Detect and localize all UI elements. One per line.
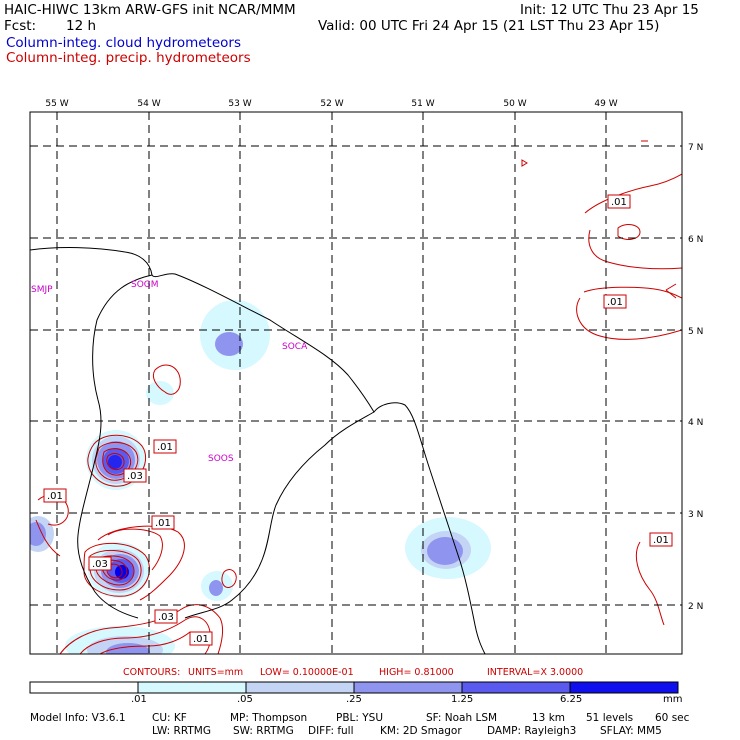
lon-label: 53 W bbox=[228, 99, 251, 109]
valid-time: Valid: 00 UTC Fri 24 Apr 15 (21 LST Thu … bbox=[318, 18, 660, 34]
station-labels: SMJP SOGM SOCA SOOS bbox=[31, 280, 308, 464]
init-time: Init: 12 UTC Thu 23 Apr 15 bbox=[520, 2, 699, 18]
footer-pbl: PBL: YSU bbox=[336, 712, 384, 724]
model-title: HAIC-HIWC 13km ARW-GFS init NCAR/MMM bbox=[4, 2, 296, 18]
lat-label: 6 N bbox=[688, 235, 703, 245]
station-smjp: SMJP bbox=[31, 285, 53, 295]
contour-label: .01 bbox=[607, 194, 631, 209]
map-border bbox=[29, 111, 683, 655]
contour-label: .01 bbox=[43, 488, 67, 503]
longitude-labels: 55 W 54 W 53 W 52 W 51 W 50 W 49 W bbox=[45, 99, 617, 109]
svg-text:.01: .01 bbox=[607, 297, 623, 308]
lat-label: 7 N bbox=[688, 143, 703, 153]
lon-label: 50 W bbox=[503, 99, 526, 109]
lat-label: 5 N bbox=[688, 327, 703, 337]
footer-sw: SW: RRTMG bbox=[233, 725, 294, 737]
station-sogm: SOGM bbox=[131, 280, 159, 290]
contour-label: .01 bbox=[189, 631, 213, 646]
footer-km: KM: 2D Smagor bbox=[380, 725, 462, 737]
colorbar-tick: 6.25 bbox=[560, 694, 583, 705]
lat-label: 4 N bbox=[688, 418, 703, 428]
coastline bbox=[30, 247, 486, 654]
svg-text:.01: .01 bbox=[611, 197, 627, 208]
forecast-label: Fcst: bbox=[4, 18, 37, 34]
colorbar bbox=[29, 681, 679, 694]
svg-text:.03: .03 bbox=[158, 612, 174, 623]
footer-lw: LW: RRTMG bbox=[152, 725, 211, 737]
contours-note-interval: INTERVAL=X 3.0000 bbox=[487, 667, 584, 678]
footer-damp: DAMP: Rayleigh3 bbox=[487, 725, 577, 737]
footer-resolution: 13 km bbox=[532, 712, 566, 724]
footer-mp: MP: Thompson bbox=[230, 712, 308, 724]
svg-text:.01: .01 bbox=[653, 535, 669, 546]
contour-label: .01 bbox=[603, 294, 627, 309]
lat-lon-grid bbox=[30, 112, 682, 654]
legend-precip: Column-integ. precip. hydrometeors bbox=[6, 50, 251, 66]
lat-label: 3 N bbox=[688, 510, 703, 520]
contours-note-low: LOW= 0.10000E-01 bbox=[260, 667, 354, 678]
lon-label: 54 W bbox=[137, 99, 160, 109]
svg-text:.03: .03 bbox=[127, 471, 143, 482]
colorbar-tick: .25 bbox=[346, 694, 362, 705]
station-soos: SOOS bbox=[208, 454, 234, 464]
contours-note-high: HIGH= 0.81000 bbox=[379, 667, 454, 678]
precip-contours bbox=[35, 140, 682, 654]
contour-label: .03 bbox=[154, 609, 178, 624]
lon-label: 51 W bbox=[411, 99, 434, 109]
station-soca: SOCA bbox=[282, 342, 308, 352]
contour-label: .03 bbox=[123, 468, 147, 483]
lon-label: 49 W bbox=[594, 99, 617, 109]
contours-note-units: UNITS=mm bbox=[188, 667, 244, 678]
colorbar-tick: 1.25 bbox=[451, 694, 474, 705]
lon-label: 52 W bbox=[320, 99, 343, 109]
colorbar-unit: mm bbox=[663, 694, 683, 705]
colorbar-tick: .05 bbox=[237, 694, 253, 705]
lon-label: 55 W bbox=[45, 99, 68, 109]
lat-label: 2 N bbox=[688, 602, 703, 612]
latitude-labels: 7 N 6 N 5 N 4 N 3 N 2 N bbox=[688, 143, 703, 612]
footer-levels: 51 levels bbox=[586, 712, 634, 724]
svg-text:.01: .01 bbox=[47, 491, 63, 502]
forecast-hour: 12 h bbox=[66, 18, 97, 34]
footer-model-version: Model Info: V3.6.1 bbox=[30, 712, 126, 724]
svg-text:.01: .01 bbox=[193, 634, 209, 645]
svg-text:.03: .03 bbox=[92, 559, 108, 570]
footer-cu: CU: KF bbox=[152, 712, 187, 724]
svg-text:.01: .01 bbox=[157, 442, 173, 453]
legend-cloud: Column-integ. cloud hydrometeors bbox=[6, 35, 242, 51]
footer-diff: DIFF: full bbox=[308, 725, 354, 737]
contour-label: .01 bbox=[649, 532, 673, 547]
contour-label: .01 bbox=[151, 515, 175, 530]
contours-note-label: CONTOURS: bbox=[123, 667, 181, 678]
footer-sflay: SFLAY: MM5 bbox=[600, 725, 662, 737]
footer-timestep: 60 sec bbox=[655, 712, 690, 724]
contour-value-labels: .01 .01 .03 .01 .01 .03 .03 .01 .01 .01 bbox=[43, 194, 673, 646]
svg-text:.01: .01 bbox=[155, 518, 171, 529]
contour-label: .03 bbox=[88, 556, 112, 571]
contour-label: .01 bbox=[153, 439, 177, 454]
footer-sf: SF: Noah LSM bbox=[426, 712, 498, 724]
colorbar-tick: .01 bbox=[131, 694, 147, 705]
